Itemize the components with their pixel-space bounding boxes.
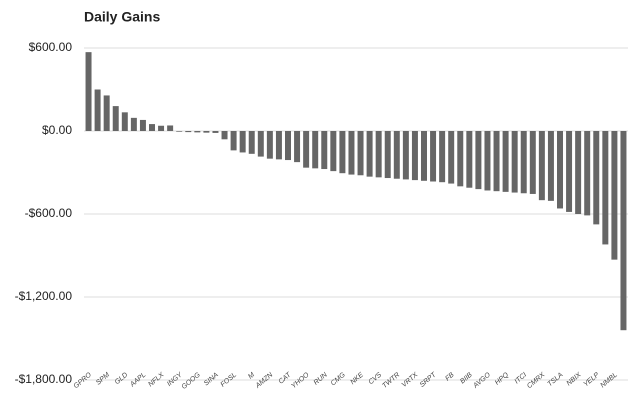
x-tick-label: CMG <box>330 371 347 387</box>
x-tick-label: CMRX <box>526 371 547 390</box>
x-tick-label: TWTR <box>381 372 401 390</box>
bar <box>185 131 192 133</box>
x-tick-label: NBIX <box>566 371 583 387</box>
x-tick-label: M <box>247 371 256 380</box>
bar <box>493 131 500 192</box>
bar <box>94 89 101 131</box>
x-tick-label: ITCI <box>514 372 529 386</box>
bar <box>620 131 627 331</box>
y-tick-label: $600.00 <box>29 40 73 54</box>
bar <box>547 131 554 201</box>
bar <box>357 131 364 176</box>
bar <box>212 131 219 133</box>
bar <box>484 131 491 191</box>
x-tick-label: HPQ <box>494 371 511 386</box>
bar <box>303 131 310 168</box>
bar <box>557 131 563 209</box>
bar <box>312 131 319 169</box>
y-tick-label: -$1,800.00 <box>15 372 73 386</box>
bar <box>538 131 545 201</box>
bar <box>384 131 391 179</box>
bar <box>130 117 137 131</box>
bar <box>330 131 337 172</box>
x-tick-label: GPRO <box>73 371 94 390</box>
bar <box>402 131 409 180</box>
x-tick-label: RUN <box>313 371 330 387</box>
bar <box>321 131 328 170</box>
x-tick-label: AMZN <box>254 371 275 390</box>
bar <box>393 131 400 179</box>
bar <box>466 131 473 188</box>
bar <box>149 124 155 131</box>
bar <box>421 131 427 181</box>
bar <box>121 112 128 131</box>
bar <box>520 131 527 194</box>
chart-title: Daily Gains <box>84 9 160 25</box>
x-tick-label: BIIB <box>459 371 474 385</box>
y-tick-label: -$600.00 <box>25 206 73 220</box>
bar <box>85 52 92 131</box>
x-tick-label: NKE <box>349 371 365 386</box>
bar <box>194 131 201 133</box>
bar <box>221 131 228 140</box>
bar <box>593 131 600 225</box>
bar <box>248 131 255 154</box>
bar <box>112 106 119 131</box>
bar <box>584 131 591 216</box>
bar <box>448 131 455 184</box>
bar <box>457 131 464 187</box>
bar <box>375 131 382 178</box>
bar <box>203 131 210 133</box>
bar <box>167 125 174 131</box>
bar <box>348 131 355 175</box>
bar <box>275 131 282 160</box>
bar <box>439 131 446 183</box>
x-tick-label: SINA <box>203 371 220 387</box>
bar <box>230 131 237 151</box>
bar <box>566 131 573 212</box>
bar <box>239 131 246 153</box>
y-tick-label: -$1,200.00 <box>15 289 73 303</box>
bar <box>502 131 509 192</box>
bar <box>430 131 437 182</box>
bar <box>257 131 264 157</box>
bar <box>529 131 536 194</box>
bar <box>475 131 482 190</box>
y-tick-label: $0.00 <box>42 123 72 137</box>
x-tick-label: FB <box>444 371 456 382</box>
bar <box>285 131 291 161</box>
bar <box>139 119 146 131</box>
bar <box>266 131 273 159</box>
bar <box>339 131 346 174</box>
x-tick-label: GOOG <box>181 371 203 391</box>
bar <box>366 131 373 177</box>
x-tick-label: SPM <box>95 371 111 386</box>
x-tick-label: YHOO <box>290 371 311 390</box>
bar <box>176 131 183 132</box>
bar <box>611 131 618 260</box>
bar <box>511 131 518 193</box>
bar <box>294 131 301 163</box>
bar <box>158 125 165 131</box>
bar <box>575 131 582 214</box>
bar <box>411 131 418 181</box>
x-tick-label: AVGO <box>471 371 492 390</box>
bar <box>103 95 110 131</box>
bar <box>602 131 609 245</box>
x-tick-label: GLD <box>114 372 130 387</box>
